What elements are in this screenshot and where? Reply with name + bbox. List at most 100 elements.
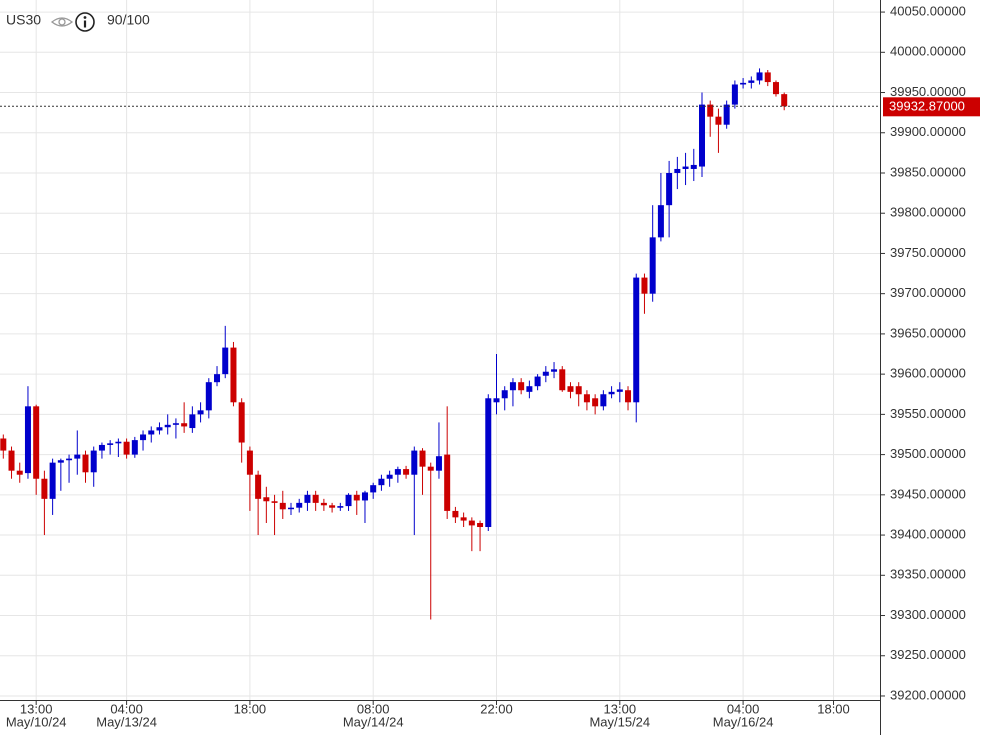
x-date-label: May/13/24 bbox=[96, 714, 157, 729]
candle-body bbox=[230, 347, 237, 403]
candle-body bbox=[246, 450, 253, 475]
y-tick-label: 39650.00000 bbox=[890, 325, 966, 340]
x-tick-label: 18:00 bbox=[817, 701, 850, 716]
candle-body bbox=[723, 104, 730, 125]
candle-body bbox=[197, 410, 204, 415]
candle-body bbox=[148, 430, 155, 435]
candle-body bbox=[115, 441, 122, 444]
y-tick-label: 39300.00000 bbox=[890, 607, 966, 622]
x-date-label: May/14/24 bbox=[343, 714, 404, 729]
candle-body bbox=[427, 466, 434, 471]
eye-icon[interactable] bbox=[50, 17, 74, 27]
candle-body bbox=[567, 386, 574, 392]
candle-body bbox=[378, 478, 385, 486]
candle-body bbox=[468, 520, 475, 526]
candle-body bbox=[123, 441, 130, 455]
candle-body bbox=[485, 398, 492, 528]
candle-body bbox=[181, 423, 188, 427]
candle-body bbox=[740, 82, 747, 85]
candle-body bbox=[8, 450, 15, 471]
candle-body bbox=[444, 454, 451, 511]
y-tick-label: 39900.00000 bbox=[890, 124, 966, 139]
y-tick-label: 39200.00000 bbox=[890, 687, 966, 702]
candle-body bbox=[345, 494, 352, 507]
symbol: US30 bbox=[6, 12, 41, 28]
candle-body bbox=[493, 398, 500, 403]
candle-body bbox=[625, 390, 632, 403]
candle-body bbox=[772, 82, 779, 95]
candle-body bbox=[411, 450, 418, 475]
candle-body bbox=[49, 462, 56, 499]
candle-body bbox=[600, 394, 607, 407]
candle-body bbox=[583, 394, 590, 403]
candle-body bbox=[90, 450, 97, 473]
candle-body bbox=[756, 72, 763, 81]
candle-body bbox=[172, 423, 179, 425]
candle-body bbox=[82, 454, 89, 473]
candle-body bbox=[98, 444, 105, 451]
candle-body bbox=[238, 402, 245, 443]
candle-body bbox=[337, 506, 344, 508]
candle-body bbox=[559, 369, 566, 391]
y-tick-label: 39250.00000 bbox=[890, 647, 966, 662]
candle-body bbox=[699, 104, 705, 167]
y-tick-label: 39550.00000 bbox=[890, 406, 966, 421]
candle-body bbox=[419, 450, 426, 467]
candle-body bbox=[353, 494, 360, 501]
y-tick-label: 39600.00000 bbox=[890, 366, 966, 381]
candle-body bbox=[592, 398, 599, 407]
candle-body bbox=[271, 501, 278, 503]
candle-body bbox=[255, 474, 262, 499]
candle-body bbox=[534, 376, 541, 387]
candle-body bbox=[263, 497, 270, 502]
candle-body bbox=[66, 458, 73, 461]
y-tick-label: 40050.00000 bbox=[890, 4, 966, 19]
candle-body bbox=[296, 502, 303, 508]
y-tick-label: 39500.00000 bbox=[890, 446, 966, 461]
candle-body bbox=[674, 168, 681, 173]
candle-body bbox=[666, 172, 673, 206]
last-price-label: 39932.87000 bbox=[889, 99, 965, 114]
candle-body bbox=[460, 517, 467, 521]
y-tick-label: 39950.00000 bbox=[890, 84, 966, 99]
candle-body bbox=[279, 502, 286, 510]
candle-body bbox=[222, 347, 229, 375]
candle-body bbox=[748, 80, 755, 83]
y-tick-label: 39450.00000 bbox=[890, 486, 966, 501]
y-tick-label: 39850.00000 bbox=[890, 164, 966, 179]
y-tick-label: 39750.00000 bbox=[890, 245, 966, 260]
candle-body bbox=[542, 371, 549, 376]
y-tick-label: 39400.00000 bbox=[890, 526, 966, 541]
x-tick-label: 22:00 bbox=[480, 701, 513, 716]
candle-body bbox=[214, 374, 221, 383]
candle-body bbox=[57, 460, 64, 463]
candle-body bbox=[452, 510, 459, 518]
x-tick-label: 04:00 bbox=[727, 701, 760, 716]
candle-body bbox=[312, 494, 319, 503]
candle-body bbox=[682, 166, 689, 169]
x-tick-label: 04:00 bbox=[110, 701, 143, 716]
candle-body bbox=[477, 522, 484, 528]
candle-body bbox=[164, 424, 171, 428]
info-icon[interactable] bbox=[75, 12, 95, 32]
candle-body bbox=[156, 427, 163, 431]
candle-body bbox=[731, 84, 738, 105]
candle-body bbox=[189, 414, 196, 429]
candle-body bbox=[526, 386, 533, 392]
candle-body bbox=[0, 438, 7, 451]
candle-body bbox=[304, 494, 311, 503]
candle-body bbox=[41, 478, 48, 499]
candle-body bbox=[386, 474, 393, 479]
candles bbox=[0, 68, 788, 620]
candle-body bbox=[690, 164, 697, 169]
candle-body bbox=[657, 205, 664, 238]
candle-body bbox=[288, 507, 294, 510]
candle-body bbox=[320, 502, 327, 506]
candle-body bbox=[764, 72, 771, 83]
candle-body bbox=[107, 443, 114, 445]
x-tick-label: 08:00 bbox=[357, 701, 390, 716]
y-tick-label: 39700.00000 bbox=[890, 285, 966, 300]
candle-body bbox=[403, 469, 410, 475]
candle-body bbox=[205, 382, 212, 411]
header: US30 90/100 bbox=[6, 12, 150, 32]
